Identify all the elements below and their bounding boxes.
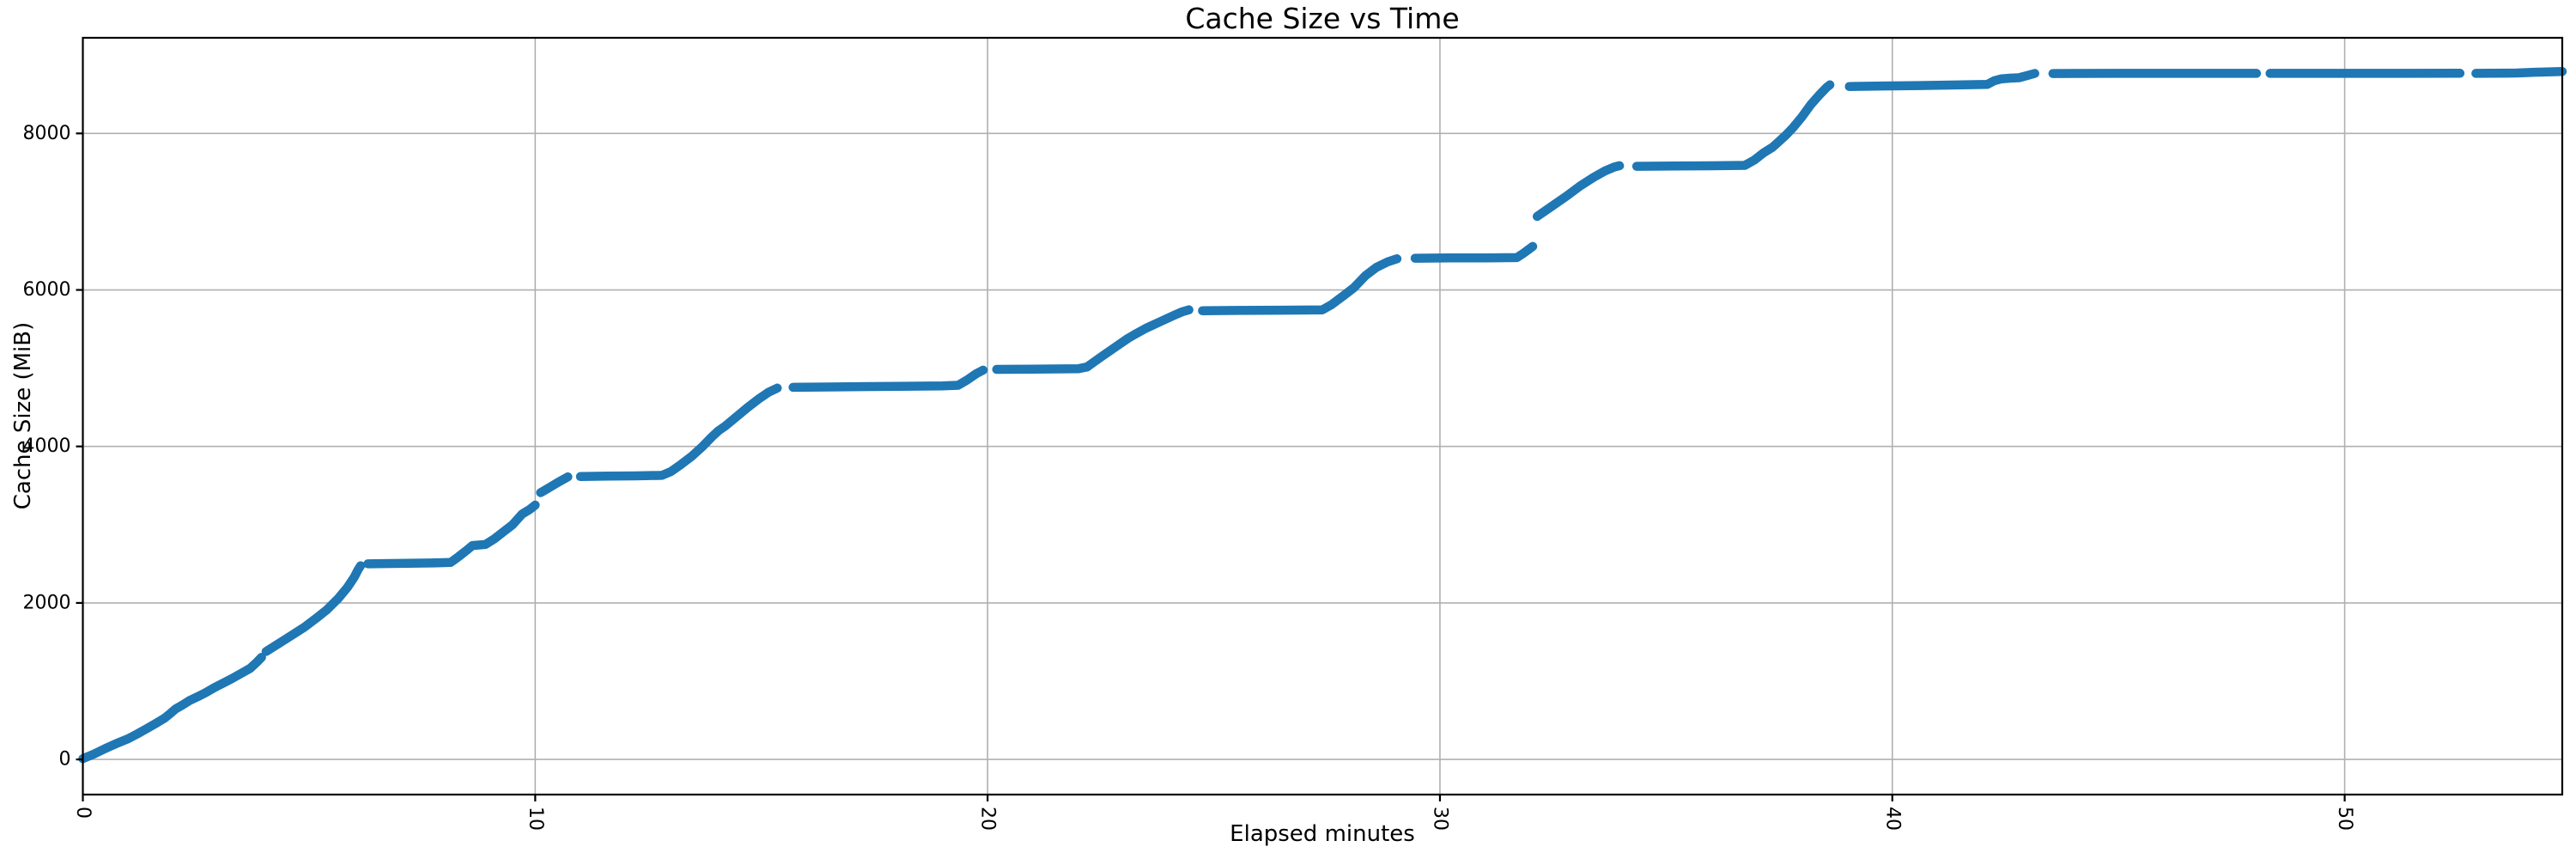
cache-size-line-segment-1: [261, 561, 366, 656]
cache-size-line-segment-0: [78, 652, 266, 764]
axes-box-spines: [82, 36, 2564, 796]
cache-size-line-segment-9: [1532, 161, 1625, 222]
cache-size-line-segment-4: [575, 383, 782, 482]
x-tick-label-0: 0: [72, 807, 94, 819]
x-tick-label-20: 20: [977, 807, 999, 831]
x-tick-label-30: 30: [1429, 807, 1450, 831]
cache-size-line-segment-5: [788, 365, 988, 393]
cache-size-line-segment-2: [363, 500, 540, 569]
cache-size-line-segment-3: [536, 472, 573, 497]
cache-size-line-segment-11: [1844, 69, 2039, 91]
cache-size-line-segment-10: [1631, 80, 1835, 171]
x-tick-label-10: 10: [525, 807, 546, 831]
x-axis-label: Elapsed minutes: [1230, 821, 1415, 847]
cache-size-line-segment-6: [992, 305, 1194, 375]
y-tick-label-6000: 6000: [23, 279, 71, 301]
chart-title: Cache Size vs Time: [1185, 2, 1460, 35]
cache-size-line-segment-7: [1198, 254, 1402, 315]
y-axis-label: Cache Size (MiB): [10, 321, 36, 510]
y-tick-label-8000: 8000: [23, 123, 71, 144]
x-tick-label-40: 40: [1881, 807, 1903, 831]
y-tick-label-2000: 2000: [23, 592, 71, 613]
y-tick-label-4000: 4000: [23, 436, 71, 457]
y-tick-label-0: 0: [59, 749, 71, 771]
cache-size-line-segment-14: [2471, 66, 2567, 78]
cache-size-line-segment-8: [1410, 241, 1538, 263]
x-tick-label-50: 50: [2334, 807, 2355, 831]
